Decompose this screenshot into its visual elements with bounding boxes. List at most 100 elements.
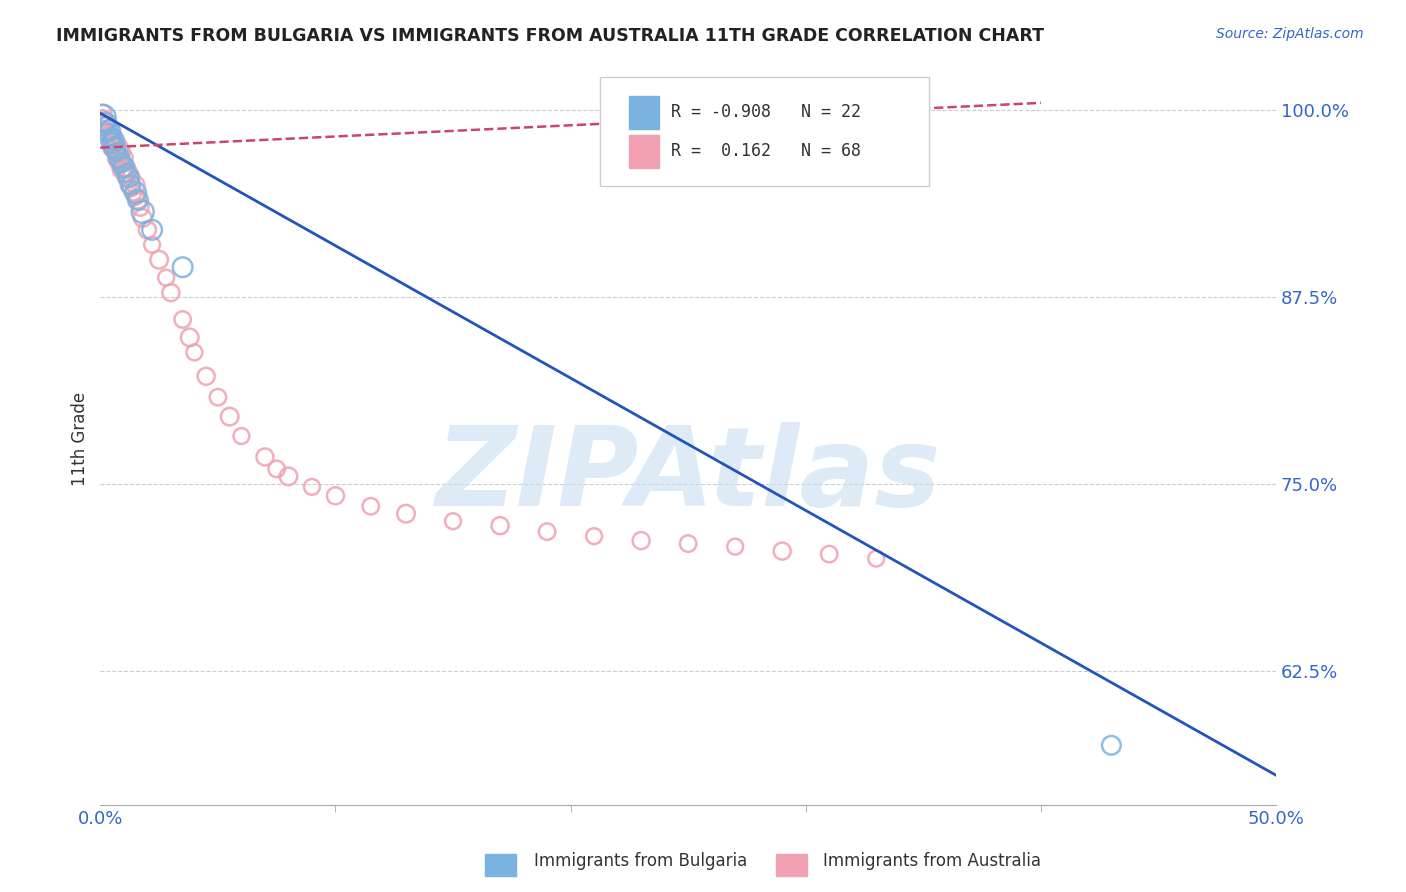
Point [124,190,146,204]
Point [105,151,128,165]
Point [110,145,132,160]
Point [115,166,138,180]
Point [101,130,124,145]
Point [115,160,138,174]
Point [105,145,128,160]
Point [96,121,118,136]
Point [91,111,114,125]
Point [101,136,124,151]
Point [1099,739,1122,753]
Point [105,145,128,160]
Point [301,480,323,494]
Point [583,529,606,543]
Point [91,111,114,125]
Point [108,151,131,165]
Point [94,113,117,128]
Point [96,115,118,129]
Point [94,126,117,140]
Point [91,106,114,120]
Point [148,252,170,267]
Point [98,122,121,136]
Text: IMMIGRANTS FROM BULGARIA VS IMMIGRANTS FROM AUSTRALIA 11TH GRADE CORRELATION CHA: IMMIGRANTS FROM BULGARIA VS IMMIGRANTS F… [56,27,1045,45]
Text: Source: ZipAtlas.com: Source: ZipAtlas.com [1216,27,1364,41]
Point [120,170,142,185]
Point [195,369,218,384]
Point [120,178,142,192]
Point [117,170,139,185]
Point [676,536,699,550]
Point [117,166,139,180]
Point [183,345,205,359]
Point [103,133,125,147]
Point [103,141,125,155]
Point [131,205,153,219]
Point [160,285,183,300]
Point [155,270,177,285]
Point [489,518,512,533]
Point [101,126,124,140]
FancyBboxPatch shape [630,96,659,129]
Point [127,193,149,207]
Point [127,193,149,207]
Point [110,155,132,169]
Point [115,170,138,185]
Point [172,260,194,275]
Point [112,160,135,174]
Point [96,130,118,145]
Point [172,312,194,326]
Point [94,115,117,129]
Text: Immigrants from Australia: Immigrants from Australia [823,852,1040,870]
Point [98,121,121,136]
Point [110,155,132,169]
Point [124,178,146,192]
Point [122,186,145,200]
Point [536,524,558,539]
Point [818,547,841,561]
Point [179,330,201,344]
Point [770,544,793,558]
Point [136,223,159,237]
Point [120,181,142,195]
Point [98,136,121,151]
Point [108,148,131,162]
Point [108,141,131,155]
Text: ZIPAtlas: ZIPAtlas [436,422,941,529]
Point [96,118,118,132]
Point [141,237,163,252]
Point [94,118,117,132]
Point [103,133,125,147]
Text: R = -0.908   N = 22: R = -0.908 N = 22 [671,103,860,120]
Point [98,128,121,143]
Point [325,489,347,503]
Point [441,514,464,528]
Point [105,136,128,151]
Point [101,141,124,155]
Point [141,223,163,237]
Point [117,178,139,192]
Point [103,141,125,155]
Text: Immigrants from Bulgaria: Immigrants from Bulgaria [534,852,748,870]
Y-axis label: 11th Grade: 11th Grade [72,392,89,486]
Point [131,211,153,225]
Point [96,126,118,140]
Text: R =  0.162   N = 68: R = 0.162 N = 68 [671,143,860,161]
Point [724,540,747,554]
Point [630,533,652,548]
FancyBboxPatch shape [630,136,659,169]
Point [108,155,131,169]
Point [129,201,152,215]
FancyBboxPatch shape [600,77,929,186]
Point [207,390,229,404]
Point [112,151,135,165]
Point [112,163,135,178]
Point [253,450,276,464]
Point [124,186,146,200]
Point [277,469,299,483]
Point [101,133,124,147]
Point [360,500,382,514]
Point [266,462,288,476]
Point [231,429,253,443]
Point [110,163,132,178]
Point [218,409,240,424]
Point [865,551,887,566]
